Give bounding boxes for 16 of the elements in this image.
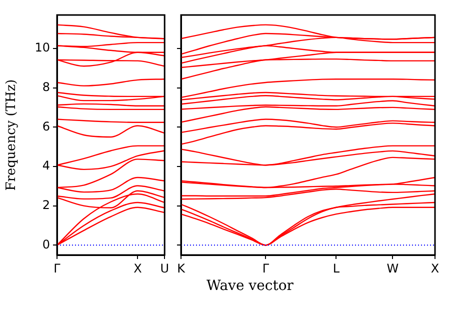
x-tick-label: X <box>134 261 142 276</box>
x-tick-label: W <box>386 261 399 276</box>
x-tick-label: Γ <box>54 261 61 276</box>
y-tick-label: 10 <box>34 40 50 55</box>
y-tick-label: 0 <box>42 237 50 252</box>
y-tick-label: 8 <box>42 80 50 94</box>
x-tick-label: X <box>430 261 440 276</box>
x-tick-label: Γ <box>262 261 270 276</box>
x-tick-label: U <box>160 261 170 276</box>
x-tick-label: K <box>177 261 186 276</box>
y-tick-label: 2 <box>42 198 50 212</box>
y-tick-label: 4 <box>42 158 50 173</box>
x-tick-label: L <box>332 261 340 276</box>
x-axis-title: Wave vector <box>206 278 294 294</box>
y-axis-title: Frequency (THz) <box>4 79 20 191</box>
y-tick-label: 6 <box>42 119 50 134</box>
